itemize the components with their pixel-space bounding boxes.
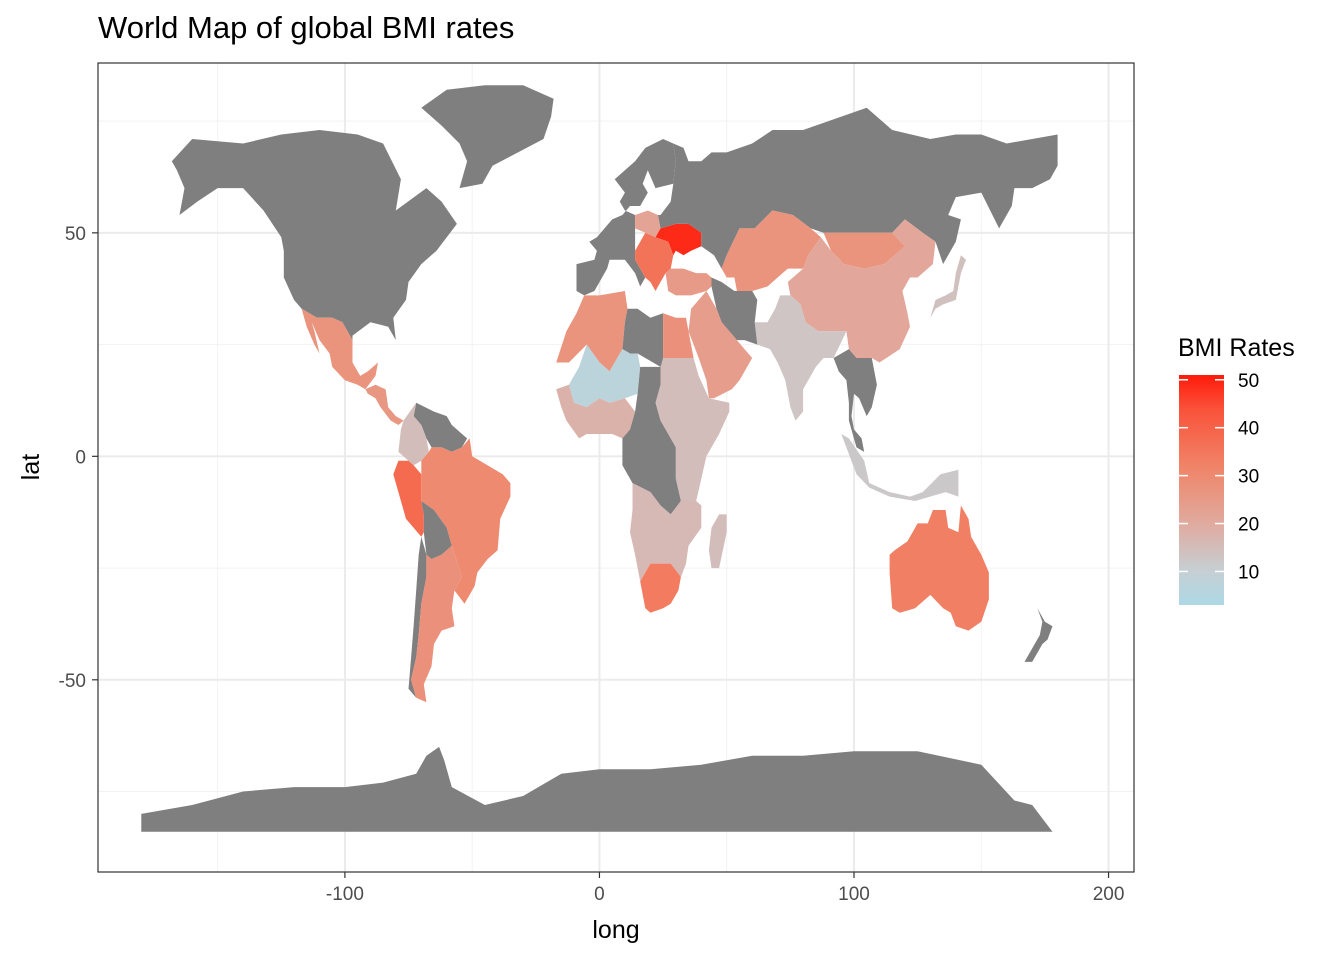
legend-tick-label: 20: [1238, 515, 1259, 536]
region-madagascar: [708, 514, 727, 569]
legend-colorbar: [1179, 375, 1224, 605]
region-greenland: [421, 85, 554, 189]
region-libya: [622, 308, 664, 367]
region-brazil: [421, 438, 511, 604]
legend-tick-label: 40: [1238, 419, 1259, 440]
region-western-europe: [576, 139, 676, 296]
region-north-america: [171, 130, 457, 341]
region-mongolia: [823, 232, 905, 269]
region-egypt: [663, 313, 694, 358]
region-argentina: [411, 545, 462, 703]
region-indonesia: [841, 434, 959, 501]
region-japan: [930, 255, 966, 318]
region-new-zealand: [1024, 608, 1053, 662]
region-venezuela: [413, 402, 468, 452]
x-axis-label: long: [592, 916, 639, 944]
region-south-africa: [640, 563, 681, 613]
y-tick-label: 50: [65, 224, 86, 245]
region-poland: [635, 210, 661, 238]
y-axis: -50 0 50: [59, 224, 98, 692]
region-turkey: [665, 268, 712, 296]
region-russia: [658, 107, 1058, 269]
legend-tick-label: 30: [1238, 467, 1259, 488]
legend-tick-label: 10: [1238, 562, 1259, 583]
x-tick-label: -100: [326, 884, 364, 905]
y-tick-label: 0: [75, 447, 86, 468]
map-regions: [141, 85, 1058, 832]
region-india: [754, 295, 847, 421]
panel-border: [97, 62, 1135, 873]
legend-title: BMI Rates: [1178, 334, 1295, 362]
region-bolivia: [421, 501, 452, 560]
region-north-africa: [556, 291, 628, 372]
region-chile: [408, 536, 427, 698]
legend-tick-label: 50: [1238, 371, 1259, 392]
x-tick-label: 0: [594, 884, 605, 905]
y-axis-label: lat: [17, 454, 45, 480]
region-iran: [711, 277, 758, 345]
y-tick-label: -50: [59, 671, 86, 692]
region-east-africa: [655, 358, 730, 501]
region-australia: [889, 505, 989, 631]
chart-title: World Map of global BMI rates: [98, 10, 515, 45]
region-antarctica: [141, 746, 1053, 832]
region-kazakhstan: [721, 210, 821, 291]
region-southern-africa: [630, 483, 702, 582]
region-southeast-asia: [833, 349, 877, 452]
region-china: [787, 219, 936, 363]
region-sahel: [568, 344, 641, 408]
x-axis: -100 0 100 200: [326, 872, 1125, 905]
region-colombia: [398, 402, 429, 466]
region-balkans: [635, 232, 674, 291]
region-mexico: [301, 308, 378, 390]
region-west-africa: [556, 384, 636, 439]
region-central-america: [365, 384, 404, 425]
region-central-africa: [622, 366, 681, 515]
legend: BMI Rates 10 20 30 40 50: [1178, 334, 1295, 605]
region-peru: [393, 460, 424, 537]
x-tick-label: 200: [1093, 884, 1125, 905]
x-tick-label: 100: [838, 884, 870, 905]
region-ukraine: [655, 223, 702, 256]
region-arabia: [688, 291, 753, 399]
